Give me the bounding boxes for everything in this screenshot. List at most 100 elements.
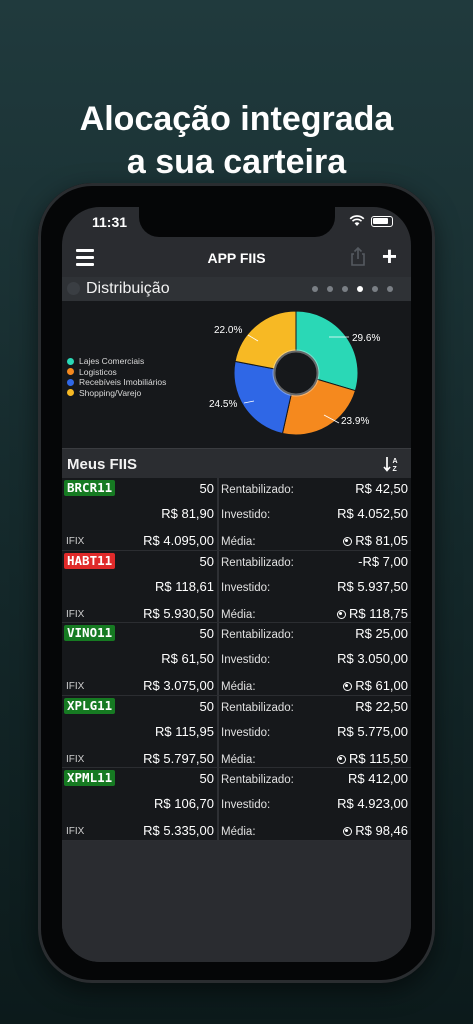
add-button[interactable]: + — [381, 241, 397, 271]
promo-headline: Alocação integrada a sua carteira — [0, 98, 473, 184]
media-label: Média: — [221, 681, 256, 693]
status-icons — [349, 215, 393, 227]
meus-fiis-header: Meus FIIS A Z — [62, 448, 411, 478]
legend-item: Lajes Comerciais — [67, 356, 166, 367]
position-total: R$ 5.335,00 — [143, 823, 214, 838]
current-price: R$ 61,50 — [161, 651, 214, 666]
average-icon — [336, 609, 346, 619]
rentabilizado-label: Rentabilizado: — [221, 484, 294, 496]
svg-text:Z: Z — [393, 466, 398, 473]
pie-slice-label: 23.9% — [341, 416, 370, 427]
rentabilizado-label: Rentabilizado: — [221, 556, 294, 569]
position-total: R$ 5.797,50 — [143, 750, 214, 766]
fii-row[interactable]: XPLG11 50 R$ 115,95 IFIX R$ 5.797,50 Ren… — [62, 695, 411, 768]
investido-label: Investido: — [221, 509, 271, 521]
media-value-wrap: R$ 81,05 — [343, 533, 408, 548]
status-time: 11:31 — [92, 214, 128, 230]
fii-row[interactable]: HABT11 50 R$ 118,61 IFIX R$ 5.930,50 Ren… — [62, 550, 411, 623]
legend-swatch — [67, 357, 74, 365]
headline-line-2: a sua carteira — [126, 143, 347, 181]
page-dot[interactable] — [387, 286, 393, 292]
hamburger-icon[interactable] — [76, 249, 94, 266]
page-indicator[interactable] — [312, 286, 393, 292]
distribution-chart-panel: Lajes Comerciais Logisticos Recebíveis Imo… — [62, 301, 411, 448]
legend-swatch — [67, 378, 74, 386]
investido-label: Investido: — [221, 581, 271, 594]
quantity: 50 — [199, 698, 214, 714]
ticker-badge: XPML11 — [64, 770, 116, 786]
index-label: IFIX — [66, 826, 85, 837]
legend-swatch — [67, 389, 74, 397]
svg-text:A: A — [393, 458, 398, 465]
share-icon[interactable] — [349, 247, 367, 267]
rentabilizado-value: R$ 22,50 — [355, 698, 408, 714]
quantity: 50 — [199, 626, 214, 641]
investido-value: R$ 5.775,00 — [337, 723, 408, 739]
app-title: APP FIIS — [207, 250, 266, 266]
current-price: R$ 118,61 — [154, 578, 214, 594]
average-icon — [336, 754, 346, 764]
ticker-badge: BRCR11 — [64, 480, 116, 496]
media-value-wrap: R$ 115,50 — [336, 750, 408, 766]
media-value: R$ 61,00 — [355, 678, 408, 693]
page-dot[interactable] — [372, 286, 378, 292]
rentabilizado-value: R$ 412,00 — [348, 771, 408, 786]
donut-chart[interactable] — [62, 301, 411, 448]
page-dot[interactable] — [327, 286, 333, 292]
ticker-badge: XPLG11 — [64, 697, 116, 714]
page-dot-active[interactable] — [357, 286, 363, 292]
ticker-badge: VINO11 — [64, 625, 116, 641]
pie-leader-line — [247, 334, 259, 342]
investido-value: R$ 3.050,00 — [337, 651, 408, 666]
legend-label: Logisticos — [79, 366, 117, 377]
average-icon — [343, 682, 353, 691]
page-dot[interactable] — [342, 286, 348, 292]
row-divider — [217, 768, 219, 840]
investido-value: R$ 4.052,50 — [337, 506, 408, 521]
pie-slice-label: 29.6% — [352, 333, 381, 344]
empty-area — [62, 843, 411, 962]
pie-slice-label: 22.0% — [214, 325, 243, 336]
media-value: R$ 98,46 — [355, 823, 408, 838]
legend-label: Recebíveis Imobiliários — [79, 377, 167, 388]
quantity: 50 — [199, 481, 214, 496]
legend-item: Recebíveis Imobiliários — [67, 377, 166, 388]
media-label: Média: — [221, 753, 256, 766]
page-dot[interactable] — [312, 286, 318, 292]
sort-icon[interactable]: A Z — [383, 455, 401, 473]
media-value: R$ 118,75 — [348, 605, 408, 621]
position-total: R$ 4.095,00 — [143, 533, 214, 548]
media-label: Média: — [221, 826, 256, 838]
index-label: IFIX — [66, 681, 85, 692]
investido-label: Investido: — [221, 726, 271, 739]
row-divider — [217, 623, 219, 695]
phone-screen: 11:31 APP FIIS + Distribuição Lajes Co — [62, 207, 411, 962]
pie-leader-line — [243, 400, 255, 404]
chart-legend: Lajes Comerciais Logisticos Recebíveis Imo… — [67, 356, 166, 398]
investido-value: R$ 4.923,00 — [337, 796, 408, 811]
distribution-header: Distribuição — [62, 277, 411, 301]
quantity: 50 — [199, 553, 214, 569]
donut-hole — [272, 349, 320, 397]
rentabilizado-value: -R$ 7,00 — [358, 553, 408, 569]
rentabilizado-label: Rentabilizado: — [221, 701, 294, 714]
media-value: R$ 81,05 — [355, 533, 408, 548]
ticker-badge: HABT11 — [64, 552, 116, 569]
fiis-list: BRCR11 50 R$ 81,90 IFIX R$ 4.095,00 Rent… — [62, 478, 411, 841]
phone-notch — [139, 207, 335, 237]
legend-label: Shopping/Varejo — [79, 387, 142, 398]
fii-row[interactable]: VINO11 50 R$ 61,50 IFIX R$ 3.075,00 Rent… — [62, 623, 411, 696]
legend-label: Lajes Comerciais — [79, 356, 145, 367]
fii-row[interactable]: XPML11 50 R$ 106,70 IFIX R$ 5.335,00 Ren… — [62, 768, 411, 841]
rentabilizado-label: Rentabilizado: — [221, 774, 294, 786]
battery-icon — [371, 215, 393, 227]
fii-row[interactable]: BRCR11 50 R$ 81,90 IFIX R$ 4.095,00 Rent… — [62, 478, 411, 551]
rentabilizado-value: R$ 25,00 — [355, 626, 408, 641]
index-label: IFIX — [66, 608, 85, 620]
position-total: R$ 5.930,50 — [143, 605, 214, 621]
media-value-wrap: R$ 118,75 — [336, 605, 408, 621]
index-label: IFIX — [66, 536, 85, 547]
media-value: R$ 115,50 — [348, 750, 408, 766]
media-value-wrap: R$ 61,00 — [343, 678, 408, 693]
info-icon — [67, 282, 80, 295]
